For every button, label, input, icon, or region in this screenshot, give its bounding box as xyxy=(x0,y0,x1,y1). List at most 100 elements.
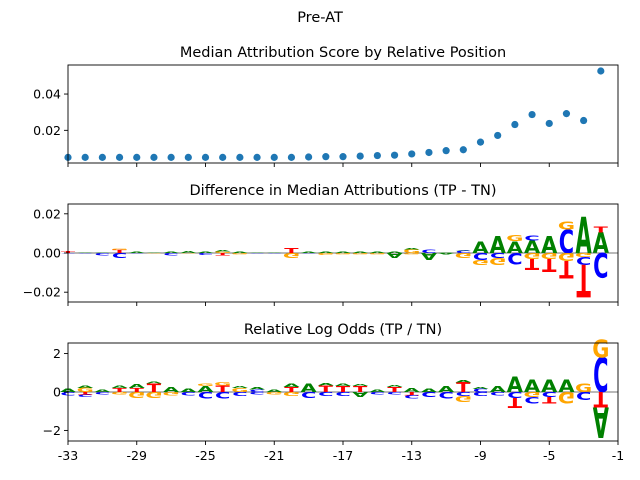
logo-letter-A: A xyxy=(386,385,403,388)
logo-glyph: G xyxy=(352,253,369,255)
logo-letter-A: A xyxy=(455,379,472,383)
logo-letter-G: G xyxy=(214,251,231,254)
logo-glyph: A xyxy=(524,237,540,258)
logo-letter-G: G xyxy=(111,249,128,251)
logo-letter-C: C xyxy=(507,390,522,399)
logo-glyph: G xyxy=(455,251,472,259)
logo-letter-A: A xyxy=(576,207,592,264)
logo-letter-C: C xyxy=(507,249,522,267)
logo-letter-G: G xyxy=(214,382,231,387)
logo-letter-C: C xyxy=(576,389,591,401)
logo-glyph: A xyxy=(146,381,163,384)
logo-letter-C: C xyxy=(473,391,488,397)
logo-letter-T: T xyxy=(508,394,522,409)
logo-glyph: A xyxy=(129,252,146,254)
logo-glyph: G xyxy=(266,391,283,395)
x-tick-label: -25 xyxy=(195,448,215,463)
data-point xyxy=(408,150,416,158)
logo-glyph: C xyxy=(421,390,436,398)
logo-glyph: A xyxy=(318,252,335,254)
logo-glyph: A xyxy=(352,384,369,387)
logo-glyph: A xyxy=(369,389,386,393)
y-tick-label: 0.02 xyxy=(33,123,61,138)
logo-glyph: G xyxy=(541,251,558,261)
logo-letter-A: A xyxy=(249,387,266,391)
logo-glyph: G xyxy=(369,253,386,255)
logo-letter-C: C xyxy=(542,390,557,398)
logo-letter-A: A xyxy=(232,386,249,389)
logo-letter-A: A xyxy=(404,248,421,250)
logo-letter-A: A xyxy=(266,252,283,253)
logo-letter-T: T xyxy=(576,253,591,304)
logo-letter-T: T xyxy=(78,391,93,395)
logo-letter-A: A xyxy=(301,252,318,254)
data-point xyxy=(597,67,605,75)
logo-glyph: G xyxy=(403,253,420,255)
logo-glyph: T xyxy=(542,395,556,406)
logo-glyph: C xyxy=(78,253,93,254)
panel-2-frame xyxy=(67,203,619,303)
x-tick-label: -17 xyxy=(333,448,353,463)
panel-3-frame xyxy=(67,342,619,442)
logo-letter-A: A xyxy=(146,381,163,384)
logo-letter-A: A xyxy=(386,251,402,259)
logo-glyph: A xyxy=(438,252,455,253)
logo-glyph: T xyxy=(336,385,351,394)
logo-glyph: C xyxy=(249,391,264,395)
logo-letter-C: C xyxy=(232,391,247,397)
logo-letter-A: A xyxy=(266,389,283,393)
logo-letter-A: A xyxy=(404,387,420,393)
logo-glyph: G xyxy=(231,253,248,255)
logo-glyph: G xyxy=(489,256,506,267)
logo-letter-A: A xyxy=(180,251,197,254)
logo-letter-A: A xyxy=(197,385,214,394)
logo-letter-A: A xyxy=(421,251,438,262)
logo-letter-G: G xyxy=(317,252,334,255)
logo-glyph: T xyxy=(525,255,540,272)
logo-glyph: C xyxy=(473,251,488,262)
logo-letter-G: G xyxy=(163,391,180,396)
logo-glyph: A xyxy=(318,382,335,386)
logo-letter-A: A xyxy=(438,253,455,255)
logo-letter-C: C xyxy=(473,388,488,393)
logo-letter-C: C xyxy=(249,389,264,393)
logo-glyph: A xyxy=(232,252,249,254)
logo-letter-A: A xyxy=(352,252,369,254)
logo-glyph: C xyxy=(249,253,264,254)
logo-letter-C: C xyxy=(249,253,264,254)
data-point xyxy=(287,153,296,161)
logo-letter-C: C xyxy=(421,249,436,254)
logo-glyph: C xyxy=(301,390,316,399)
logo-letter-C: C xyxy=(267,253,282,254)
logo-letter-A: A xyxy=(593,397,609,446)
panel-1-title: Median Attribution Score by Relative Pos… xyxy=(180,45,506,61)
logo-letter-G: G xyxy=(592,336,609,364)
logo-glyph: A xyxy=(249,252,266,253)
panel-2-title: Difference in Median Attributions (TP - … xyxy=(190,183,497,199)
data-point xyxy=(219,153,227,161)
logo-letter-T: T xyxy=(456,381,470,396)
panel-3-y-axis: −2 0 2 xyxy=(43,346,68,438)
logo-letter-A: A xyxy=(593,227,610,260)
logo-letter-A: A xyxy=(335,383,352,387)
logo-glyph: G xyxy=(197,383,214,387)
logo-letter-C: C xyxy=(215,390,230,401)
logo-glyph: G xyxy=(283,251,300,259)
data-point xyxy=(270,153,278,161)
logo-glyph: A xyxy=(421,388,438,393)
logo-glyph: C xyxy=(215,390,230,401)
logo-glyph: A xyxy=(215,250,232,252)
logo-letter-C: C xyxy=(576,254,591,266)
logo-glyph: A xyxy=(541,233,557,259)
logo-letter-C: C xyxy=(95,252,110,256)
logo-letter-A: A xyxy=(163,251,180,253)
logo-glyph: G xyxy=(180,253,197,254)
logo-glyph: C xyxy=(112,251,127,259)
logo-letter-A: A xyxy=(558,376,574,397)
logo-letter-G: G xyxy=(575,382,592,396)
logo-letter-A: A xyxy=(352,390,368,398)
data-point xyxy=(98,153,106,161)
logo-glyph: C xyxy=(404,394,419,399)
logo-glyph: A xyxy=(335,383,352,387)
panel-3-title: Relative Log Odds (TP / TN) xyxy=(244,322,442,338)
